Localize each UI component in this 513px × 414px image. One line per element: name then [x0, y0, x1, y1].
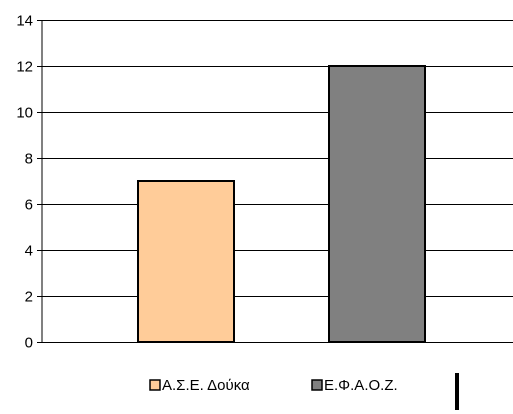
legend: Α.Σ.Ε. Δούκα Ε.Φ.Α.Ο.Ζ. — [149, 377, 398, 394]
y-tick-label: 10 — [16, 105, 33, 122]
legend-label: Α.Σ.Ε. Δούκα — [162, 377, 250, 394]
gridlines — [37, 20, 513, 343]
y-axis-ticks: 0 2 4 6 8 10 12 14 — [16, 13, 33, 352]
legend-swatch — [311, 379, 323, 391]
y-tick-label: 8 — [25, 151, 33, 168]
y-tick-label: 4 — [25, 243, 33, 260]
y-tick-label: 14 — [16, 13, 33, 30]
legend-label: Ε.Φ.Α.Ο.Ζ. — [324, 377, 398, 394]
bar-2 — [328, 65, 426, 343]
bar-1 — [137, 180, 235, 343]
y-tick-label: 0 — [25, 335, 33, 352]
y-tick-label: 2 — [25, 289, 33, 306]
legend-edge-bar — [455, 373, 459, 410]
bars — [137, 65, 426, 343]
y-tick-label: 12 — [16, 59, 33, 76]
legend-swatch — [149, 379, 161, 391]
y-tick-label: 6 — [25, 197, 33, 214]
